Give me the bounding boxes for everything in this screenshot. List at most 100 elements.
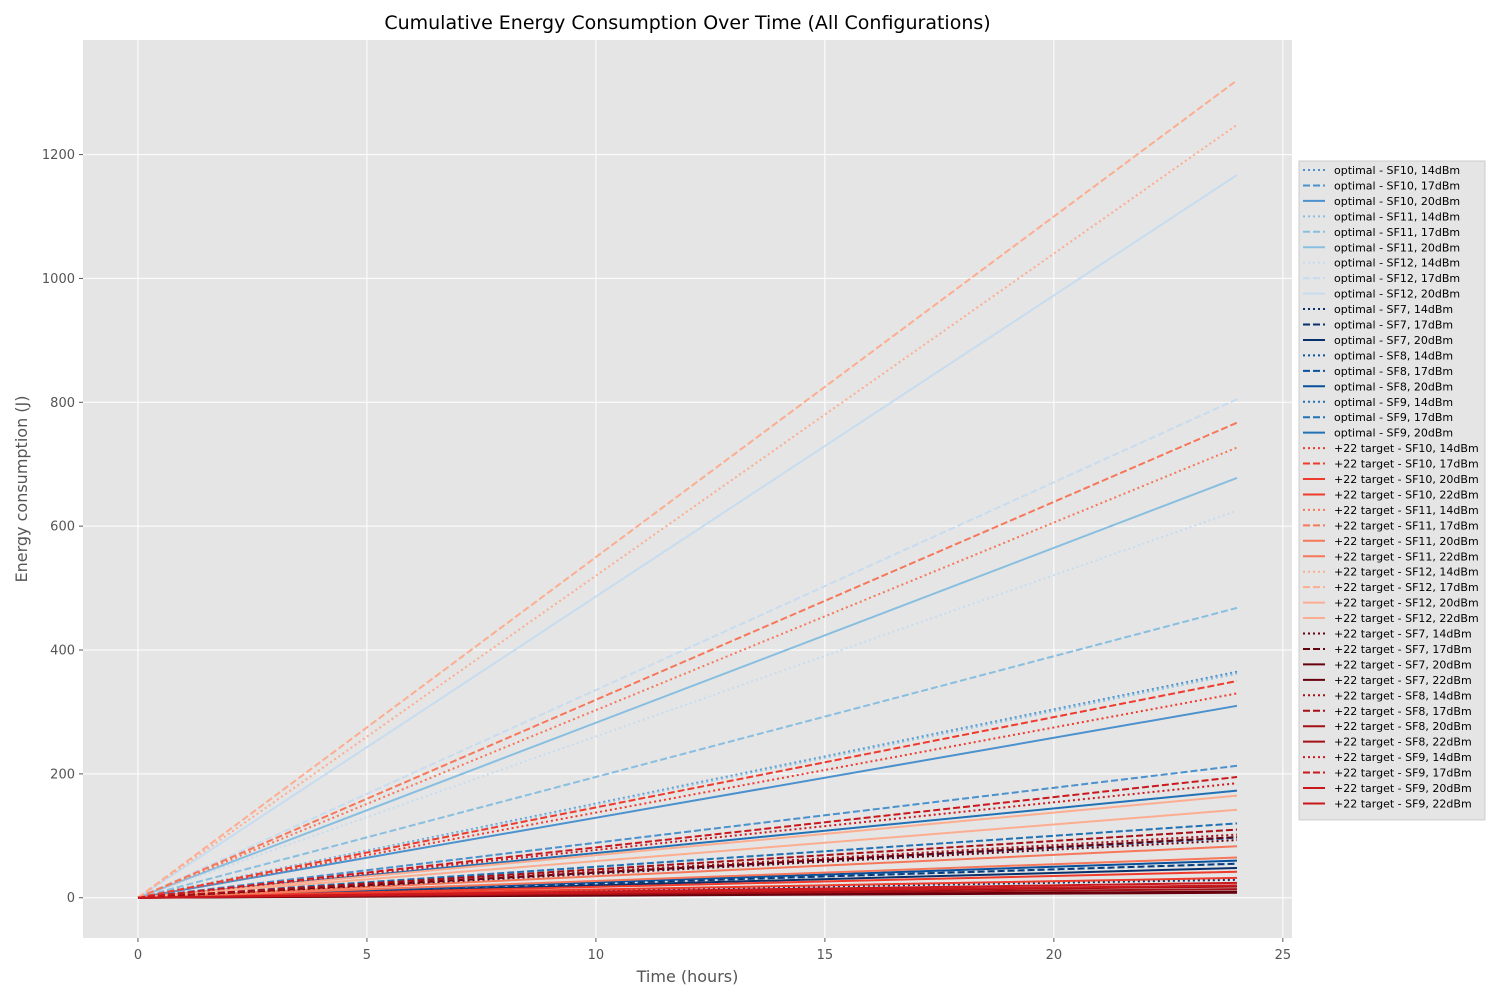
legend-item: optimal - SF11, 17dBm bbox=[1303, 226, 1460, 239]
series-line bbox=[137, 398, 1238, 899]
series-line bbox=[137, 836, 1238, 899]
legend-label: +22 target - SF12, 17dBm bbox=[1334, 581, 1479, 594]
legend-item: optimal - SF10, 14dBm bbox=[1303, 164, 1460, 177]
legend-item: +22 target - SF11, 22dBm bbox=[1303, 550, 1479, 563]
legend-item: +22 target - SF10, 20dBm bbox=[1303, 473, 1479, 486]
x-tick-label: 0 bbox=[134, 948, 142, 963]
series-line bbox=[137, 828, 1238, 899]
series-lines bbox=[137, 79, 1238, 899]
series-line bbox=[137, 692, 1238, 899]
series-line bbox=[137, 845, 1238, 899]
y-tick-label: 200 bbox=[50, 767, 75, 782]
series-line bbox=[137, 680, 1238, 899]
legend-label: optimal - SF10, 17dBm bbox=[1334, 179, 1460, 192]
legend-item: optimal - SF10, 17dBm bbox=[1303, 179, 1460, 192]
legend-label: +22 target - SF8, 20dBm bbox=[1334, 720, 1472, 733]
series-line bbox=[137, 672, 1238, 899]
legend-label: +22 target - SF7, 14dBm bbox=[1334, 628, 1472, 641]
series-line bbox=[137, 764, 1238, 899]
legend-item: +22 target - SF12, 14dBm bbox=[1303, 566, 1479, 579]
x-tick-label: 10 bbox=[588, 948, 605, 963]
legend-label: +22 target - SF11, 22dBm bbox=[1334, 550, 1479, 563]
legend-item: +22 target - SF9, 14dBm bbox=[1303, 751, 1472, 764]
legend-label: +22 target - SF9, 17dBm bbox=[1334, 767, 1472, 780]
legend-item: optimal - SF12, 14dBm bbox=[1303, 257, 1460, 270]
legend-label: optimal - SF11, 20dBm bbox=[1334, 241, 1460, 254]
legend-item: optimal - SF7, 20dBm bbox=[1303, 334, 1453, 347]
legend-item: +22 target - SF7, 20dBm bbox=[1303, 658, 1472, 671]
legend-label: optimal - SF10, 14dBm bbox=[1334, 164, 1460, 177]
legend-label: +22 target - SF10, 22dBm bbox=[1334, 488, 1479, 501]
legend-label: optimal - SF8, 14dBm bbox=[1334, 349, 1453, 362]
legend-label: optimal - SF12, 17dBm bbox=[1334, 272, 1460, 285]
legend-item: +22 target - SF11, 17dBm bbox=[1303, 519, 1479, 532]
legend-item: optimal - SF11, 14dBm bbox=[1303, 210, 1460, 223]
legend-item: optimal - SF12, 17dBm bbox=[1303, 272, 1460, 285]
legend-label: optimal - SF9, 20dBm bbox=[1334, 427, 1453, 440]
legend-item: optimal - SF9, 20dBm bbox=[1303, 427, 1453, 440]
series-line bbox=[137, 476, 1238, 899]
tick-labels: 0 5 10 15 20 25 0 200 400 600 800 1000 1200 bbox=[42, 148, 1291, 963]
legend-item: optimal - SF8, 17dBm bbox=[1303, 365, 1453, 378]
x-tick-label: 5 bbox=[363, 948, 371, 963]
series-line bbox=[137, 839, 1238, 899]
legend-label: optimal - SF12, 14dBm bbox=[1334, 257, 1460, 270]
legend-item: +22 target - SF12, 17dBm bbox=[1303, 581, 1479, 594]
legend-label: optimal - SF7, 14dBm bbox=[1334, 303, 1453, 316]
x-tick-label: 25 bbox=[1275, 948, 1292, 963]
legend-label: +22 target - SF9, 22dBm bbox=[1334, 797, 1472, 810]
legend-item: optimal - SF7, 14dBm bbox=[1303, 303, 1453, 316]
legend-item: +22 target - SF8, 14dBm bbox=[1303, 689, 1472, 702]
legend-item: +22 target - SF9, 22dBm bbox=[1303, 797, 1472, 810]
legend-label: optimal - SF8, 20dBm bbox=[1334, 380, 1453, 393]
legend-label: +22 target - SF8, 14dBm bbox=[1334, 689, 1472, 702]
series-line bbox=[137, 123, 1238, 899]
legend-label: +22 target - SF11, 20dBm bbox=[1334, 535, 1479, 548]
legend-item: +22 target - SF7, 22dBm bbox=[1303, 674, 1472, 687]
legend-item: optimal - SF10, 20dBm bbox=[1303, 195, 1460, 208]
series-line bbox=[137, 884, 1238, 899]
legend-label: optimal - SF12, 20dBm bbox=[1334, 288, 1460, 301]
legend-item: optimal - SF11, 20dBm bbox=[1303, 241, 1460, 254]
legend-label: optimal - SF9, 14dBm bbox=[1334, 396, 1453, 409]
grid-lines bbox=[83, 40, 1292, 938]
legend-item: +22 target - SF9, 17dBm bbox=[1303, 767, 1472, 780]
legend-item: +22 target - SF8, 17dBm bbox=[1303, 705, 1472, 718]
legend-label: +22 target - SF8, 17dBm bbox=[1334, 705, 1472, 718]
legend-item: +22 target - SF11, 20dBm bbox=[1303, 535, 1479, 548]
legend-item: +22 target - SF11, 14dBm bbox=[1303, 504, 1479, 517]
legend-label: +22 target - SF10, 14dBm bbox=[1334, 442, 1479, 455]
series-line bbox=[137, 776, 1238, 899]
legend-label: +22 target - SF7, 17dBm bbox=[1334, 643, 1472, 656]
legend-item: optimal - SF9, 14dBm bbox=[1303, 396, 1453, 409]
legend-label: optimal - SF7, 17dBm bbox=[1334, 319, 1453, 332]
legend-label: optimal - SF9, 17dBm bbox=[1334, 411, 1453, 424]
legend-item: optimal - SF12, 20dBm bbox=[1303, 288, 1460, 301]
y-tick-label: 0 bbox=[67, 891, 75, 906]
series-line bbox=[137, 704, 1238, 899]
legend-label: optimal - SF10, 20dBm bbox=[1334, 195, 1460, 208]
legend-label: optimal - SF11, 14dBm bbox=[1334, 210, 1460, 223]
legend-item: +22 target - SF9, 20dBm bbox=[1303, 782, 1472, 795]
y-tick-label: 1000 bbox=[42, 272, 75, 287]
legend-label: +22 target - SF10, 17dBm bbox=[1334, 458, 1479, 471]
legend-item: +22 target - SF8, 22dBm bbox=[1303, 736, 1472, 749]
series-line bbox=[137, 782, 1238, 899]
legend-label: +22 target - SF12, 20dBm bbox=[1334, 597, 1479, 610]
legend-label: +22 target - SF9, 14dBm bbox=[1334, 751, 1472, 764]
legend-label: +22 target - SF12, 22dBm bbox=[1334, 612, 1479, 625]
legend-item: +22 target - SF12, 22dBm bbox=[1303, 612, 1479, 625]
legend-item: optimal - SF7, 17dBm bbox=[1303, 319, 1453, 332]
y-tick-label: 600 bbox=[50, 520, 75, 535]
legend-item: +22 target - SF7, 17dBm bbox=[1303, 643, 1472, 656]
x-tick-label: 20 bbox=[1046, 948, 1063, 963]
y-tick-label: 800 bbox=[50, 396, 75, 411]
legend-box bbox=[1298, 160, 1486, 821]
chart-title: Cumulative Energy Consumption Over Time … bbox=[384, 12, 990, 34]
legend-item: +22 target - SF8, 20dBm bbox=[1303, 720, 1472, 733]
legend-label: +22 target - SF12, 14dBm bbox=[1334, 566, 1479, 579]
series-line bbox=[137, 79, 1238, 899]
legend-label: +22 target - SF11, 17dBm bbox=[1334, 519, 1479, 532]
legend-label: optimal - SF8, 17dBm bbox=[1334, 365, 1453, 378]
